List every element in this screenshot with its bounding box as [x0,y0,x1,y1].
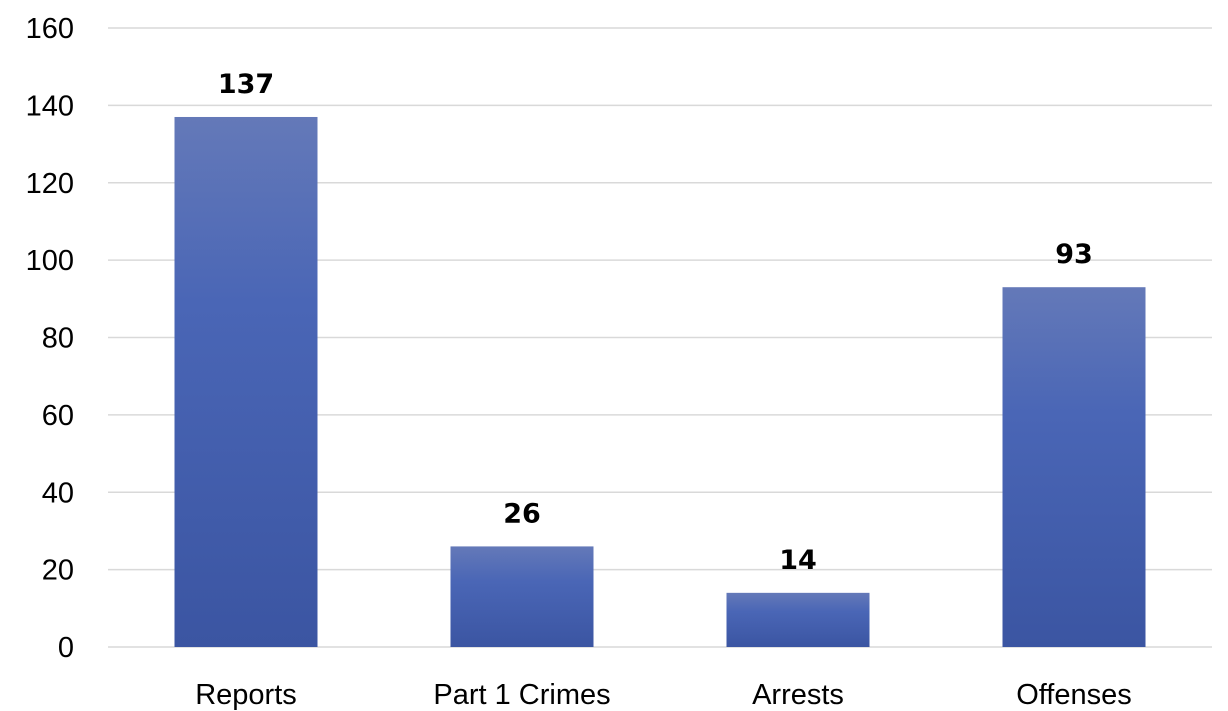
data-label: 14 [779,545,817,576]
data-label: 26 [503,498,541,529]
y-tick-label: 160 [26,13,74,45]
y-tick-label: 100 [26,245,74,277]
y-tick-label: 140 [26,90,74,122]
y-tick-label: 80 [42,323,74,355]
data-label: 93 [1055,239,1093,270]
y-tick-label: 20 [42,555,74,587]
x-tick-label: Arrests [752,679,844,711]
bars [174,116,1146,647]
x-axis-ticks: Reports Part 1 Crimes Arrests Offenses [195,679,1132,711]
x-tick-label: Reports [195,679,297,711]
y-tick-label: 60 [42,400,74,432]
data-labels: 137 26 14 93 [218,69,1093,576]
x-tick-label: Offenses [1016,679,1132,711]
y-tick-label: 0 [58,632,74,664]
y-axis-ticks: 0 20 40 60 80 100 120 140 160 [26,13,74,664]
y-tick-label: 120 [26,168,74,200]
bar-offenses [1002,287,1146,647]
bar-reports [174,116,318,647]
bar-part-1-crimes [450,546,594,647]
bar-arrests [726,592,870,647]
y-tick-label: 40 [42,477,74,509]
x-tick-label: Part 1 Crimes [433,679,610,711]
data-label: 137 [218,69,274,100]
